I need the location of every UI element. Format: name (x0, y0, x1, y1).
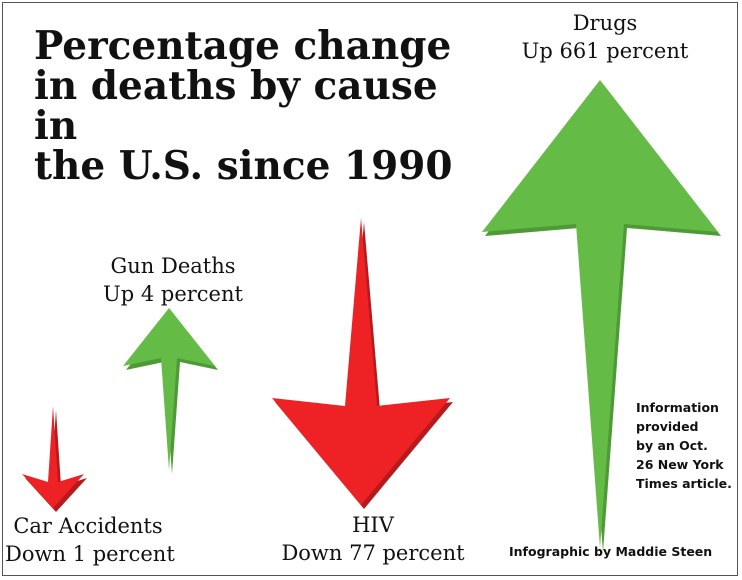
label-gun-deaths: Gun Deaths Up 4 percent (96, 252, 250, 308)
source-note-line-5: Times article. (636, 476, 732, 491)
label-gun-deaths-change: Up 4 percent (103, 282, 243, 306)
label-gun-deaths-name: Gun Deaths (110, 254, 236, 278)
label-hiv-name: HIV (352, 513, 394, 537)
chart-title: Percentage change in deaths by cause in … (34, 26, 464, 186)
title-line-2: in deaths by cause in (34, 63, 438, 149)
arrow-down-hiv (272, 218, 450, 505)
credit-line: Infographic by Maddie Steen (509, 544, 713, 559)
title-line-3: the U.S. since 1990 (34, 143, 453, 189)
source-note-line-2: provided (636, 419, 699, 434)
arrow-up-gun-deaths (123, 308, 215, 470)
source-note-line-3: by an Oct. (636, 438, 708, 453)
source-note-line-4: 26 New York (636, 457, 724, 472)
title-line-1: Percentage change (34, 23, 452, 69)
arrow-down-car-accidents (22, 406, 84, 508)
label-drugs: Drugs Up 661 percent (520, 9, 690, 65)
label-drugs-name: Drugs (572, 11, 638, 35)
label-drugs-change: Up 661 percent (521, 39, 689, 63)
label-car-accidents-change: Down 1 percent (5, 542, 175, 566)
arrow-up-drugs (482, 80, 718, 548)
label-car-accidents: Car Accidents Down 1 percent (5, 512, 175, 568)
label-car-accidents-name: Car Accidents (13, 514, 163, 538)
source-note: Information provided by an Oct. 26 New Y… (636, 398, 732, 493)
label-hiv-change: Down 77 percent (281, 541, 465, 565)
source-note-line-1: Information (636, 400, 719, 415)
label-hiv: HIV Down 77 percent (278, 511, 468, 567)
